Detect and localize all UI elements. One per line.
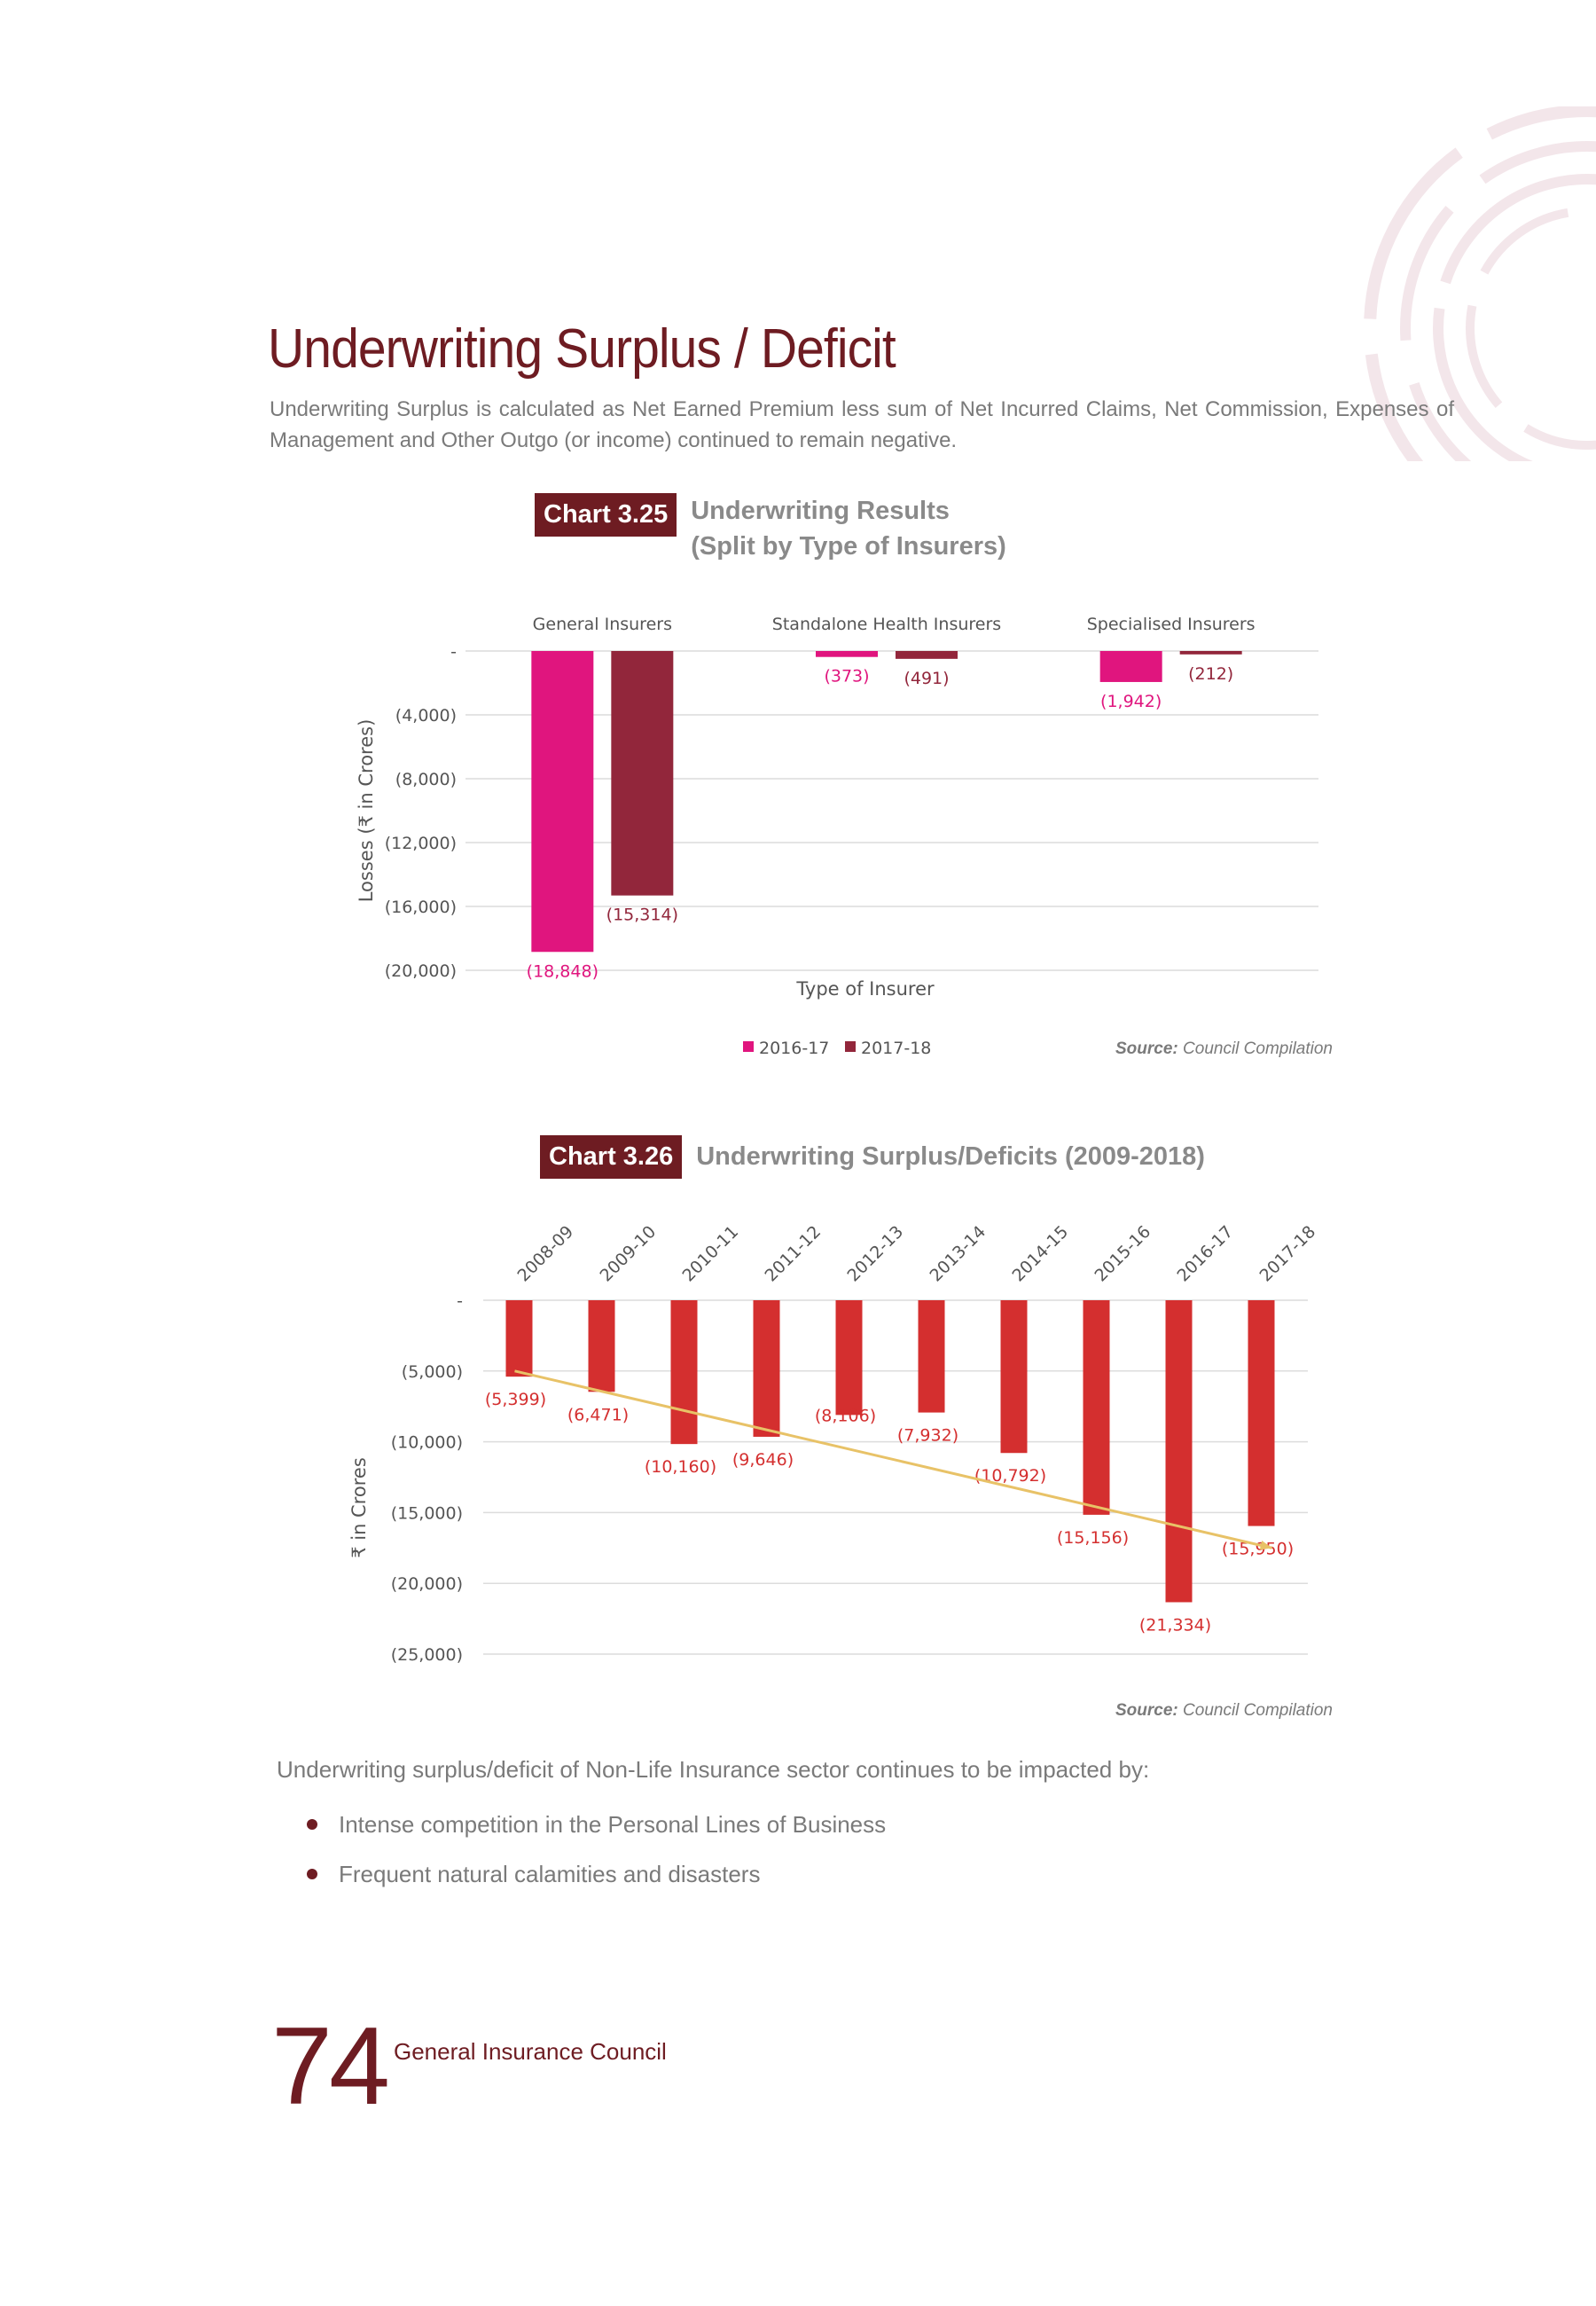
y-tick-label: (15,000) — [391, 1503, 463, 1523]
data-label: (9,646) — [732, 1450, 794, 1470]
category-label: 2009-10 — [596, 1222, 660, 1286]
y-tick-label: (25,000) — [391, 1645, 463, 1665]
data-label: (373) — [824, 667, 869, 686]
page-title: Underwriting Surplus / Deficit — [268, 318, 896, 380]
category-label: General Insurers — [533, 615, 672, 634]
bar — [1248, 1300, 1275, 1526]
impact-intro-text: Underwriting surplus/deficit of Non-Life… — [277, 1756, 1150, 1783]
data-label: (15,314) — [606, 906, 678, 925]
y-tick-label: (5,000) — [402, 1362, 463, 1382]
chart-2-header: Chart 3.26 Underwriting Surplus/Deficits… — [540, 1135, 1205, 1179]
category-label: Specialised Insurers — [1087, 615, 1256, 634]
category-label: 2016-17 — [1173, 1222, 1237, 1286]
y-tick-label: - — [450, 642, 457, 662]
trend-line-arrowhead — [1259, 1541, 1272, 1550]
category-label: 2013-14 — [926, 1222, 990, 1286]
y-axis-label: Losses (₹ in Crores) — [356, 719, 377, 903]
chart-1-source-label: Source: — [1115, 1039, 1178, 1058]
chart-1-title-block: Underwriting Results (Split by Type of I… — [691, 493, 1006, 564]
data-label: (491) — [904, 669, 949, 688]
bar — [835, 1300, 863, 1416]
chart-2-source-label: Source: — [1115, 1701, 1178, 1720]
category-label: Standalone Health Insurers — [772, 615, 1001, 634]
y-tick-label: (16,000) — [385, 898, 457, 917]
category-label: 2014-15 — [1008, 1222, 1072, 1286]
trend-line — [514, 1369, 1272, 1549]
legend-label: 2016-17 — [759, 1039, 829, 1058]
chart-2-badge: Chart 3.26 — [540, 1135, 683, 1179]
bar — [611, 651, 674, 896]
data-label: (10,792) — [974, 1466, 1046, 1486]
y-tick-label: (10,000) — [391, 1433, 463, 1453]
y-tick-label: (4,000) — [395, 706, 457, 726]
data-label: (21,334) — [1139, 1615, 1211, 1635]
data-label: (10,160) — [645, 1457, 716, 1477]
data-label: (15,950) — [1222, 1540, 1294, 1559]
chart-1-subtitle: (Split by Type of Insurers) — [691, 532, 1006, 561]
chart-1-source-text: Council Compilation — [1183, 1039, 1333, 1058]
data-label: (6,471) — [567, 1405, 629, 1424]
category-label: 2008-09 — [513, 1222, 577, 1286]
data-label: (8,106) — [815, 1406, 876, 1425]
category-label: 2017-18 — [1256, 1222, 1319, 1286]
category-label: 2010-11 — [678, 1222, 742, 1286]
bar — [505, 1300, 533, 1377]
chart-2-title: Underwriting Surplus/Deficits (2009-2018… — [696, 1142, 1205, 1171]
data-label: (7,932) — [897, 1426, 958, 1446]
chart-canvas: - (4,000) (8,000) (12,000) (16,000) (20,000) G… — [348, 615, 1319, 1665]
chart-1-underwriting-results: - (4,000) (8,000) (12,000) (16,000) (20,000) G… — [356, 615, 1318, 1058]
bar — [918, 1300, 945, 1413]
bar — [896, 651, 958, 659]
chart-2-source-text: Council Compilation — [1183, 1701, 1333, 1720]
x-axis-label: Type of Insurer — [795, 978, 935, 1000]
y-axis-label: ₹ in Crores — [348, 1457, 370, 1558]
data-label: (15,156) — [1057, 1528, 1129, 1548]
chart-2-title-block: Underwriting Surplus/Deficits (2009-2018… — [696, 1139, 1205, 1174]
chart-1-badge: Chart 3.25 — [535, 493, 677, 537]
bar — [1099, 651, 1162, 682]
impact-bullet-list: Intense competition in the Personal Line… — [301, 1809, 886, 1909]
y-tick-label: (20,000) — [391, 1574, 463, 1594]
legend-swatch — [845, 1041, 856, 1052]
category-label: 2015-16 — [1091, 1222, 1154, 1286]
legend-label: 2017-18 — [861, 1039, 931, 1058]
chart-2-source: Source: Council Compilation — [1115, 1701, 1333, 1721]
bar — [1083, 1300, 1110, 1515]
bullet-item: Frequent natural calamities and disaster… — [301, 1859, 886, 1909]
category-label: 2012-13 — [843, 1222, 907, 1286]
bar — [670, 1300, 698, 1445]
data-label: (18,848) — [527, 961, 598, 981]
page-number: 74 — [271, 2005, 390, 2128]
category-label: 2011-12 — [761, 1222, 825, 1286]
bullet-item: Intense competition in the Personal Line… — [301, 1809, 886, 1859]
data-label: (5,399) — [485, 1390, 546, 1409]
data-label: (212) — [1188, 664, 1233, 684]
chart-1-title: Underwriting Results — [691, 497, 950, 525]
legend-swatch — [743, 1041, 754, 1052]
bar — [1179, 651, 1242, 655]
bar — [1165, 1300, 1193, 1603]
chart-2-underwriting-surplus-deficits: - (5,000) (10,000) (15,000) (20,000) (25,000)… — [348, 1222, 1319, 1665]
bar — [588, 1300, 615, 1392]
bar — [1000, 1300, 1028, 1454]
bar — [816, 651, 878, 657]
y-tick-label: (12,000) — [385, 834, 457, 853]
data-label: (1,942) — [1100, 692, 1162, 711]
footer-organization: General Insurance Council — [394, 2038, 667, 2065]
chart-1-header: Chart 3.25 Underwriting Results (Split b… — [535, 493, 1006, 564]
y-tick-label: (20,000) — [385, 961, 457, 981]
decorative-arcs — [1321, 106, 1596, 461]
y-tick-label: - — [457, 1291, 463, 1311]
bar — [531, 651, 594, 953]
bar — [753, 1300, 780, 1437]
chart-1-source: Source: Council Compilation — [1115, 1039, 1333, 1059]
y-tick-label: (8,000) — [395, 770, 457, 789]
intro-paragraph: Underwriting Surplus is calculated as Ne… — [270, 397, 1454, 452]
